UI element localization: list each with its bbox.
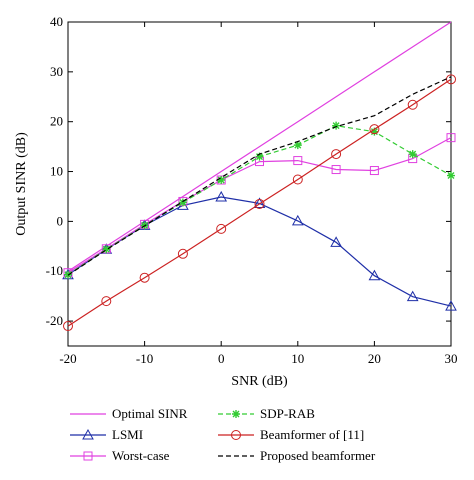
x-tick-label: 20 (368, 351, 381, 366)
x-tick-label: 0 (218, 351, 225, 366)
triangle-marker (215, 190, 228, 202)
series-optimal-sinr (67, 21, 452, 272)
square-marker (446, 133, 456, 143)
star-marker (332, 121, 341, 130)
circle-marker (101, 296, 112, 307)
series-proposed-beamformer (67, 76, 452, 276)
y-tick-label: 30 (50, 64, 63, 79)
y-tick-label: -10 (46, 263, 63, 278)
series-line (67, 21, 452, 272)
x-tick-label: -10 (136, 351, 153, 366)
star-marker (255, 152, 264, 161)
star-marker (217, 176, 226, 185)
circle-marker (407, 99, 418, 110)
y-tick-label: 10 (50, 164, 63, 179)
ticks: -20 -10 0 10 20 30 -20 -10 0 10 20 30 40 (46, 14, 458, 366)
square-marker (369, 166, 379, 176)
triangle-marker (291, 214, 304, 226)
star-marker (178, 198, 187, 207)
star-marker (293, 141, 302, 150)
square-marker (331, 165, 341, 175)
y-tick-label: 0 (57, 213, 64, 228)
legend-item: Worst-case (70, 448, 170, 463)
triangle-marker (330, 236, 342, 247)
circle-marker (63, 321, 73, 332)
legend-item: LSMI (70, 427, 143, 442)
legend-item: SDP-RAB (218, 406, 315, 421)
star-marker (370, 127, 379, 136)
legend-label: Optimal SINR (112, 406, 188, 421)
circle-marker (139, 272, 150, 283)
star-marker (408, 150, 417, 159)
y-tick-label: 20 (50, 114, 63, 129)
y-tick-label: -20 (46, 313, 63, 328)
legend-label: Worst-case (112, 448, 170, 463)
x-tick-label: 10 (291, 351, 304, 366)
y-axis-title: Output SINR (dB) (14, 132, 29, 236)
legend-label: LSMI (112, 427, 143, 442)
triangle-marker (368, 269, 381, 281)
legend-item: Proposed beamformer (218, 448, 376, 463)
plot-frame (67, 21, 452, 347)
legend-label: Proposed beamformer (260, 448, 376, 463)
x-tick-label: -20 (59, 351, 76, 366)
x-tick-label: 30 (445, 351, 458, 366)
legend-label: SDP-RAB (260, 406, 315, 421)
triangle-marker (445, 300, 457, 311)
circle-marker (292, 174, 303, 185)
star-marker (232, 410, 240, 418)
series-layer (62, 21, 457, 332)
circle-marker (369, 124, 380, 135)
star-marker (102, 245, 111, 254)
legend: Optimal SINR SDP-RAB LSMI Beamformer of [11… (70, 406, 376, 463)
circle-marker (254, 198, 265, 209)
circle-marker (331, 149, 342, 160)
series-line (67, 76, 452, 276)
series-beamformer-of-11 (63, 74, 456, 332)
square-marker (293, 156, 303, 166)
y-tick-label: 40 (50, 14, 63, 29)
circle-marker (231, 430, 241, 440)
triangle-marker (82, 428, 94, 440)
x-axis-title: SNR (dB) (231, 374, 288, 389)
square-marker (83, 451, 93, 461)
legend-item: Beamformer of [11] (218, 427, 364, 442)
plot-area (67, 21, 452, 347)
triangle-marker (406, 290, 419, 302)
circle-marker (177, 248, 188, 259)
circle-marker (216, 223, 227, 234)
legend-label: Beamformer of [11] (260, 427, 364, 442)
series-line (67, 78, 452, 327)
legend-item: Optimal SINR (70, 406, 188, 421)
series-line (67, 137, 452, 274)
star-marker (447, 171, 455, 180)
